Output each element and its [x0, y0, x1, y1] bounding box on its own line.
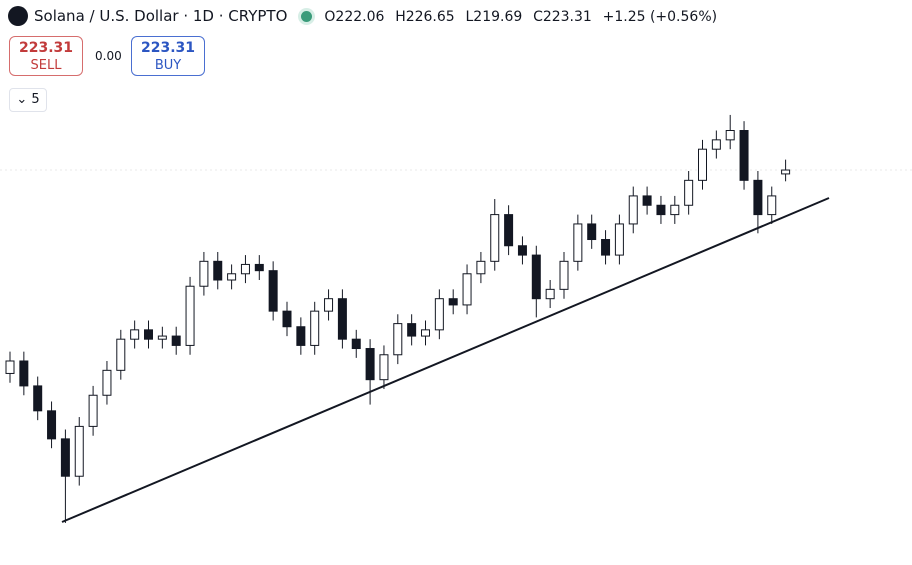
spread: 0.00 — [95, 49, 122, 63]
candle-body — [213, 260, 223, 281]
candle-body — [227, 273, 237, 281]
ohlc: O222.06 H226.65 L219.69 C223.31 +1.25 (+… — [324, 7, 723, 25]
candle-body — [88, 394, 98, 427]
ohlc-open: O222.06 — [324, 9, 385, 25]
indicator-toggle[interactable]: ⌄ 5 — [9, 88, 47, 112]
candle-body — [421, 329, 430, 337]
candle-body — [102, 369, 112, 396]
trend-line — [61, 197, 830, 523]
candle-body — [60, 438, 70, 477]
candle-body — [684, 179, 694, 206]
sell-price: 223.31 — [18, 40, 74, 56]
status-dot — [301, 10, 313, 22]
candle-body — [531, 254, 541, 300]
ohlc-change: +1.25 (+0.56%) — [602, 9, 718, 25]
candle-body — [365, 348, 375, 381]
candle-body — [351, 338, 361, 350]
candle-body — [448, 298, 458, 306]
candle-body — [324, 298, 334, 312]
candle-body — [310, 310, 320, 346]
buy-button[interactable]: 223.31 BUY — [131, 36, 205, 76]
candle-body — [74, 425, 84, 477]
candle-body — [130, 329, 140, 340]
candle-body — [573, 223, 583, 262]
candle-body — [282, 310, 292, 328]
candle-body — [393, 323, 403, 356]
candle-body — [5, 360, 15, 374]
candle-body — [517, 245, 527, 256]
candle-body — [19, 360, 29, 387]
candle-body — [144, 329, 153, 340]
ohlc-low: L219.69 — [465, 9, 523, 25]
candle-body — [781, 169, 791, 175]
candle-body — [711, 139, 721, 150]
candle-body — [157, 335, 167, 340]
candle-body — [614, 223, 624, 256]
candle-body — [462, 273, 472, 306]
candle-body — [171, 335, 181, 346]
indicator-count: 5 — [31, 92, 40, 107]
candle-body — [47, 410, 57, 440]
candle-body — [33, 385, 43, 412]
candle-body — [698, 148, 707, 181]
candle-body — [379, 354, 389, 381]
buy-label: BUY — [154, 58, 182, 73]
candle-body — [407, 323, 417, 337]
sell-label: SELL — [30, 58, 62, 73]
logo — [8, 6, 28, 26]
candle-body — [504, 214, 514, 247]
header: Solana / U.S. Dollar · 1D · CRYPTO O222.… — [8, 6, 723, 26]
ohlc-high: H226.65 — [395, 9, 455, 25]
candle-body — [296, 326, 306, 346]
candle-body — [185, 285, 195, 346]
candle-body — [767, 195, 777, 216]
candle-body — [628, 195, 638, 225]
candle-body — [337, 298, 347, 340]
candle-body — [254, 263, 264, 272]
candle-body — [434, 298, 444, 331]
candle-body — [240, 263, 250, 275]
candle-body — [268, 270, 278, 312]
candle-body — [476, 260, 486, 275]
ohlc-close: C223.31 — [533, 9, 592, 25]
symbol[interactable]: Solana / U.S. Dollar · 1D · CRYPTO — [34, 7, 288, 25]
candle-body — [725, 130, 735, 141]
candle-body — [199, 260, 209, 287]
candle-body — [753, 179, 763, 216]
candle-body — [642, 195, 652, 206]
candle-body — [490, 214, 500, 262]
sell-button[interactable]: 223.31 SELL — [9, 36, 83, 76]
candle-body — [116, 338, 126, 371]
candle-body — [601, 239, 611, 256]
candle-body — [739, 130, 749, 181]
candle-body — [559, 260, 569, 290]
candle-body — [670, 204, 680, 216]
candle-body — [587, 223, 597, 241]
candle-body — [545, 288, 555, 300]
candle-body — [656, 204, 666, 216]
buy-price: 223.31 — [140, 40, 196, 56]
